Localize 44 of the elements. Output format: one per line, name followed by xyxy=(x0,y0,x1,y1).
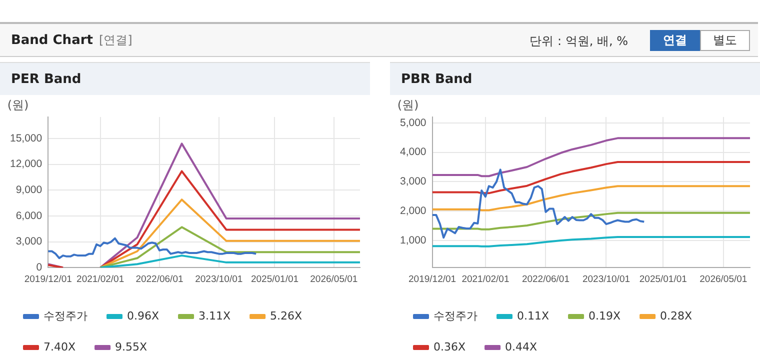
y-tick-label: 12,000 xyxy=(10,158,42,170)
legend-label: 0.19X xyxy=(588,309,622,322)
y-tick-label: 3,000 xyxy=(400,176,426,188)
legend-label: 0.44X xyxy=(505,340,538,354)
legend-label: 0.96X xyxy=(127,309,160,322)
text: Band Chart xyxy=(11,33,93,48)
x-tick-label: 2022/06/01 xyxy=(136,274,184,285)
text: [연결] xyxy=(98,33,132,47)
y-tick-label: 2,000 xyxy=(400,205,426,218)
x-tick-label: 2021/02/01 xyxy=(76,274,124,285)
y-axis-title: (원) xyxy=(7,98,29,112)
x-tick-label: 2021/02/01 xyxy=(462,274,510,285)
y-tick-label: 9,000 xyxy=(16,184,42,196)
legend-label: 0.36X xyxy=(434,340,466,354)
x-tick-label: 2023/10/01 xyxy=(195,274,243,285)
chart-title: PER Band xyxy=(0,62,370,95)
chart-title: PBR Band xyxy=(390,62,760,95)
legend-label: 0.28X xyxy=(660,309,693,322)
y-tick-label: 0 xyxy=(36,261,42,274)
y-tick-label: 5,000 xyxy=(400,116,426,129)
toggle-button: 별도 xyxy=(700,30,750,51)
y-tick-label: 4,000 xyxy=(400,146,426,158)
x-tick-label: 2022/06/01 xyxy=(522,274,570,285)
y-tick-label: 1,000 xyxy=(400,234,426,246)
x-tick-label: 2025/01/01 xyxy=(639,274,687,285)
legend-label: 7.40X xyxy=(44,340,76,354)
x-tick-label: 2019/12/01 xyxy=(408,274,456,285)
x-tick-label: 2025/01/01 xyxy=(250,274,299,285)
x-tick-label: 2019/12/01 xyxy=(24,274,72,285)
y-axis-title: (원) xyxy=(397,98,419,112)
legend-label: 수정주가 xyxy=(434,309,478,322)
y-tick-label: 3,000 xyxy=(16,236,42,248)
y-tick-label: 6,000 xyxy=(16,210,42,222)
y-tick-label: 15,000 xyxy=(10,132,42,144)
legend-label: 5.26X xyxy=(270,309,303,322)
legend-label: 9.55X xyxy=(115,340,148,354)
legend-label: 0.11X xyxy=(517,309,550,322)
legend-label: 3.11X xyxy=(198,309,232,322)
text: 단위 : 억원, 배, % xyxy=(530,33,628,50)
x-tick-label: 2026/05/01 xyxy=(700,274,748,285)
x-tick-label: 2023/10/01 xyxy=(582,274,630,285)
x-tick-label: 2026/05/01 xyxy=(310,274,358,285)
toggle-button: 연결 xyxy=(650,30,700,51)
legend-label: 수정주가 xyxy=(44,309,88,322)
